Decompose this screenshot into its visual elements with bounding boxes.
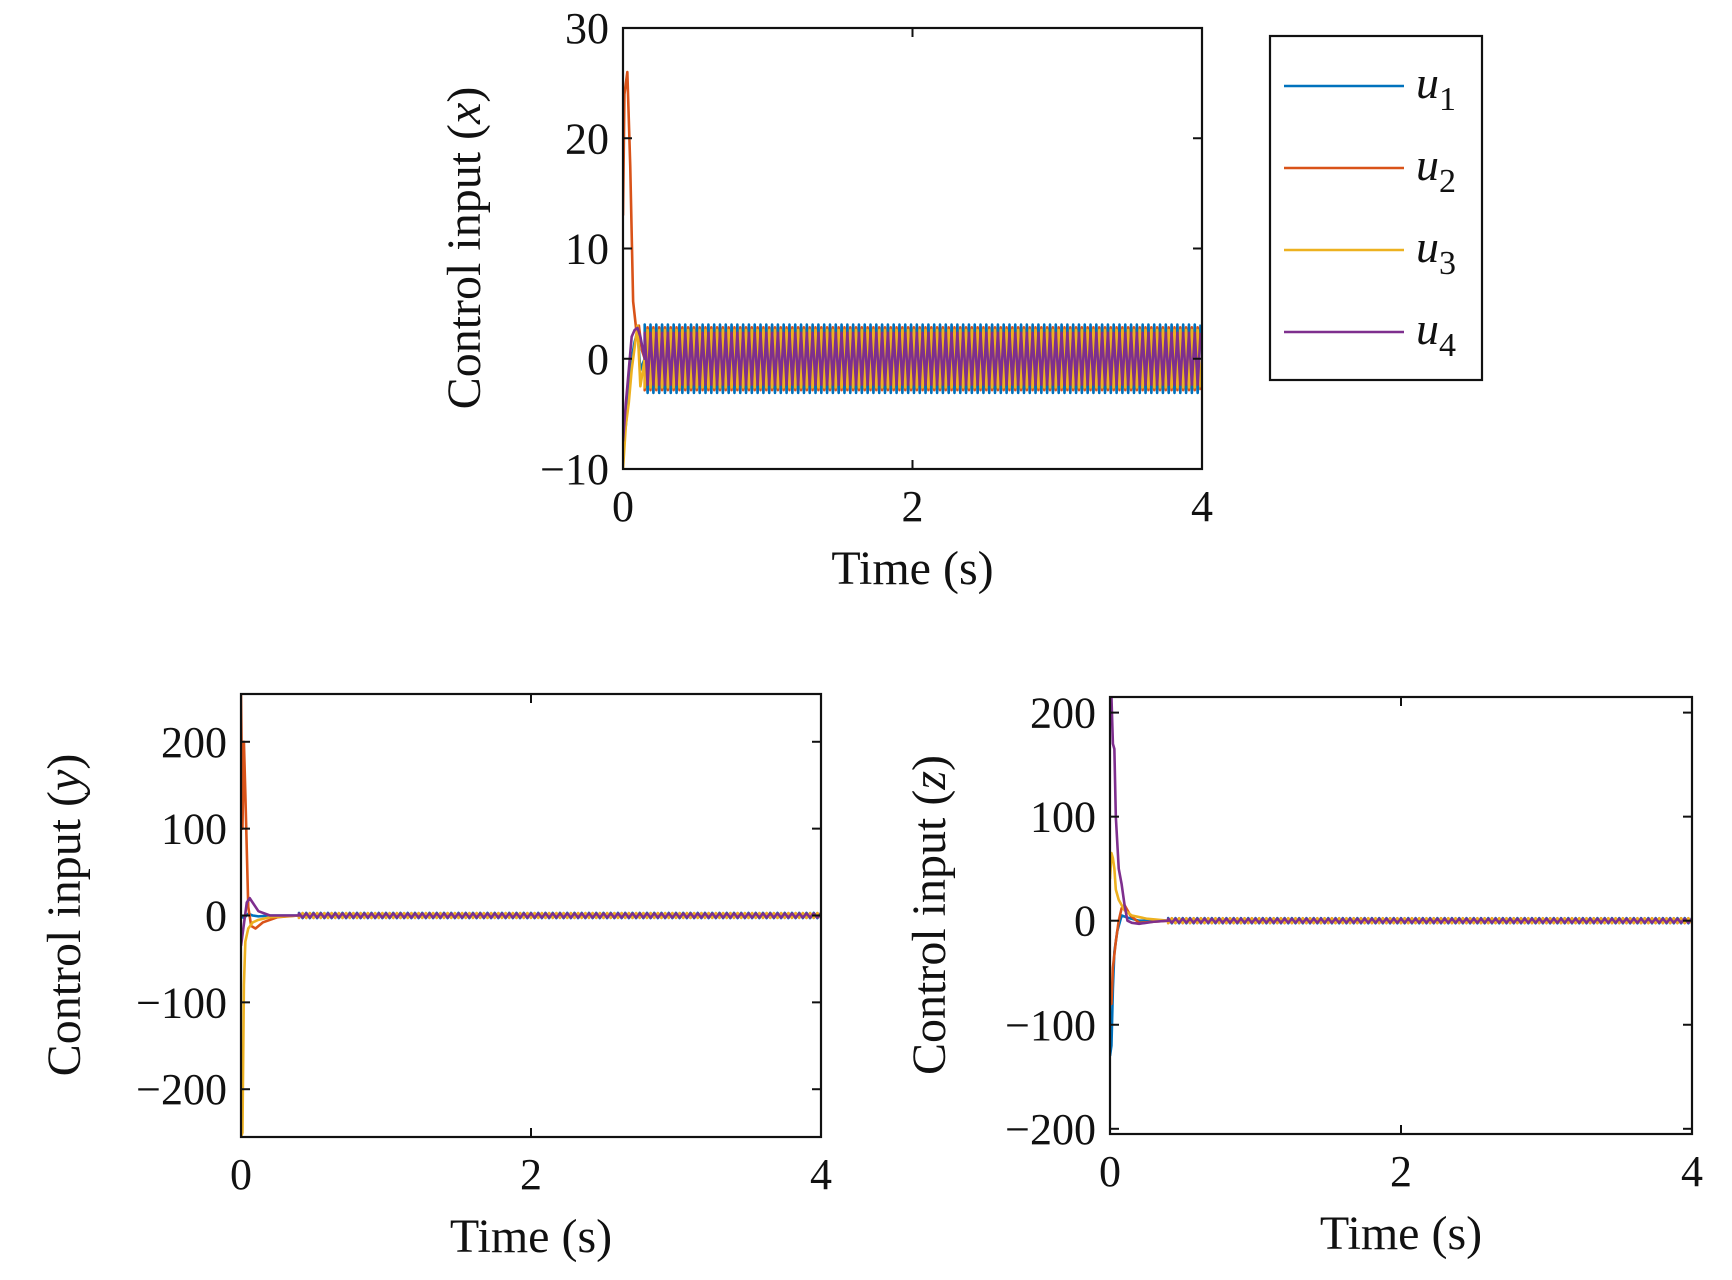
axes-box bbox=[1108, 695, 1694, 1136]
series-line-u2 bbox=[241, 694, 821, 930]
y-axis-label: Control input (z) bbox=[903, 755, 956, 1075]
y-axis-label: Control input (x) bbox=[438, 87, 491, 410]
plot-area bbox=[241, 694, 821, 1137]
x-tick-label: 2 bbox=[1390, 1147, 1412, 1196]
series-line-u4 bbox=[241, 896, 821, 947]
x-tick-label: 0 bbox=[230, 1150, 252, 1199]
y-tick-label: −200 bbox=[1005, 1105, 1096, 1154]
y-tick-label: −100 bbox=[1005, 1001, 1096, 1050]
x-tick-label: 4 bbox=[1681, 1147, 1703, 1196]
chart-z: 0 2 4 −200 −100 0 100 200 Time (s) Control input … bbox=[903, 689, 1703, 1260]
x-axis-label: Time (s) bbox=[831, 542, 993, 595]
series-line-u4 bbox=[623, 326, 1202, 442]
x-tick-label: 2 bbox=[902, 482, 924, 531]
legend-label-u1: u1 bbox=[1416, 57, 1456, 118]
plot-area bbox=[623, 70, 1202, 469]
series-line-u3 bbox=[1110, 851, 1692, 925]
x-tick-label: 4 bbox=[1191, 482, 1213, 531]
legend-label-u2: u2 bbox=[1416, 139, 1456, 200]
x-axis-label: Time (s) bbox=[450, 1210, 612, 1263]
legend-label-u4: u4 bbox=[1416, 303, 1456, 364]
axes-box bbox=[239, 692, 823, 1139]
y-tick-label: 0 bbox=[587, 335, 609, 384]
y-tick-label: 100 bbox=[1030, 793, 1096, 842]
y-tick-label: 200 bbox=[161, 718, 227, 767]
y-tick-label: −10 bbox=[540, 445, 609, 494]
chart-y: 0 2 4 −200 −100 0 100 200 Time (s) Control input … bbox=[38, 692, 832, 1263]
axes-box bbox=[621, 26, 1204, 471]
y-tick-label: 10 bbox=[565, 225, 609, 274]
y-tick-label: 30 bbox=[565, 4, 609, 53]
x-tick-label: 2 bbox=[520, 1150, 542, 1199]
plot-area bbox=[1110, 697, 1692, 1057]
legend: u1 u2 u3 u4 bbox=[1268, 34, 1484, 382]
series-line-u1 bbox=[1110, 914, 1692, 1057]
y-tick-label: −200 bbox=[136, 1065, 227, 1114]
y-tick-label: 0 bbox=[1074, 897, 1096, 946]
y-tick-label: 20 bbox=[565, 114, 609, 163]
x-tick-label: 0 bbox=[1099, 1147, 1121, 1196]
y-tick-label: 200 bbox=[1030, 689, 1096, 738]
x-tick-label: 0 bbox=[612, 482, 634, 531]
x-tick-label: 4 bbox=[810, 1150, 832, 1199]
x-axis-label: Time (s) bbox=[1320, 1207, 1482, 1260]
series-line-u4 bbox=[1110, 697, 1692, 926]
y-tick-label: 0 bbox=[205, 892, 227, 941]
y-tick-label: 100 bbox=[161, 805, 227, 854]
legend-box bbox=[1268, 34, 1484, 382]
y-axis-label: Control input (y) bbox=[38, 754, 91, 1077]
y-tick-label: −100 bbox=[136, 978, 227, 1027]
legend-label-u3: u3 bbox=[1416, 221, 1456, 282]
series-line-u3 bbox=[241, 912, 821, 1137]
